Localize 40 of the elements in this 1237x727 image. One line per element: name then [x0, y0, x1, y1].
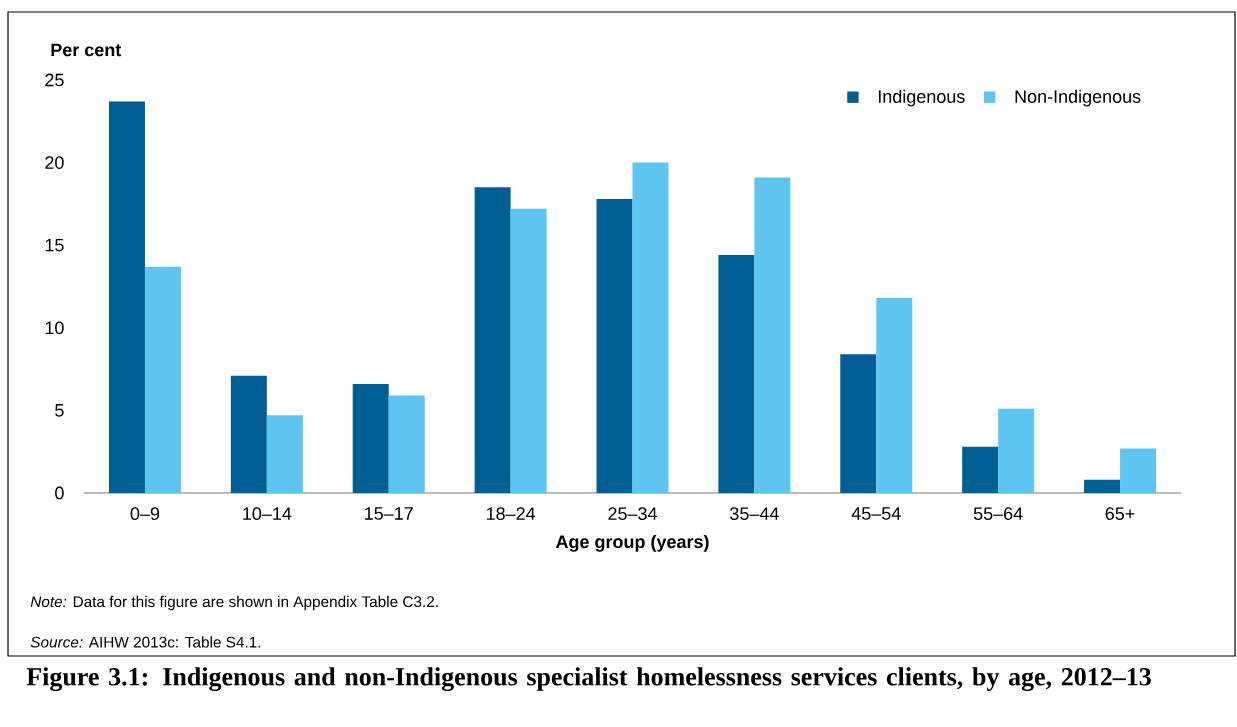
bar	[266, 415, 303, 493]
bar	[596, 198, 633, 493]
bar	[754, 177, 791, 493]
x-tick-label: 15–17	[365, 507, 413, 520]
x-tick-label: 18–24	[486, 507, 536, 520]
text: Figure 3.1: Indigenous and non-Indigenous specialist homelessness services clients, by age, 2012–13	[26, 667, 1151, 692]
text: Source: AIHW 2013c: Table S4.1.	[30, 636, 261, 648]
x-tick-label: 45–54	[851, 507, 901, 520]
bar	[230, 375, 267, 493]
legend-label: Indigenous	[878, 89, 965, 107]
bar	[388, 395, 425, 493]
bar	[474, 187, 511, 493]
bar	[962, 446, 999, 493]
x-tick-label: 10–14	[243, 507, 292, 520]
y-axis-title: Per cent	[51, 43, 122, 57]
text: Note: Data for this figure are shown in Appendix Table C3.2.	[30, 595, 438, 611]
x-tick-label: 0–9	[130, 507, 160, 520]
y-tick-label: 25	[45, 73, 64, 87]
bar	[876, 298, 913, 493]
bar	[1120, 448, 1157, 493]
bar	[632, 162, 669, 493]
bar	[998, 408, 1035, 493]
x-tick-label: 65+	[1105, 507, 1135, 520]
y-tick-label: 10	[45, 321, 64, 335]
y-tick-label: 0	[55, 486, 64, 500]
y-tick-label: 15	[45, 238, 64, 252]
bar	[352, 383, 389, 493]
x-tick-label: 25–34	[608, 507, 657, 520]
bar	[1084, 479, 1121, 493]
bar	[144, 266, 181, 493]
legend-label: Non-Indigenous	[1015, 89, 1141, 107]
y-tick-label: 5	[55, 404, 64, 417]
bar	[718, 255, 755, 493]
bar	[840, 354, 877, 493]
bar	[510, 208, 547, 493]
x-tick-label: 55–64	[973, 507, 1023, 520]
x-tick-label: 35–44	[730, 507, 779, 520]
bar	[108, 101, 145, 493]
y-tick-label: 20	[45, 156, 64, 169]
x-axis-title: Age group (years)	[555, 534, 709, 552]
